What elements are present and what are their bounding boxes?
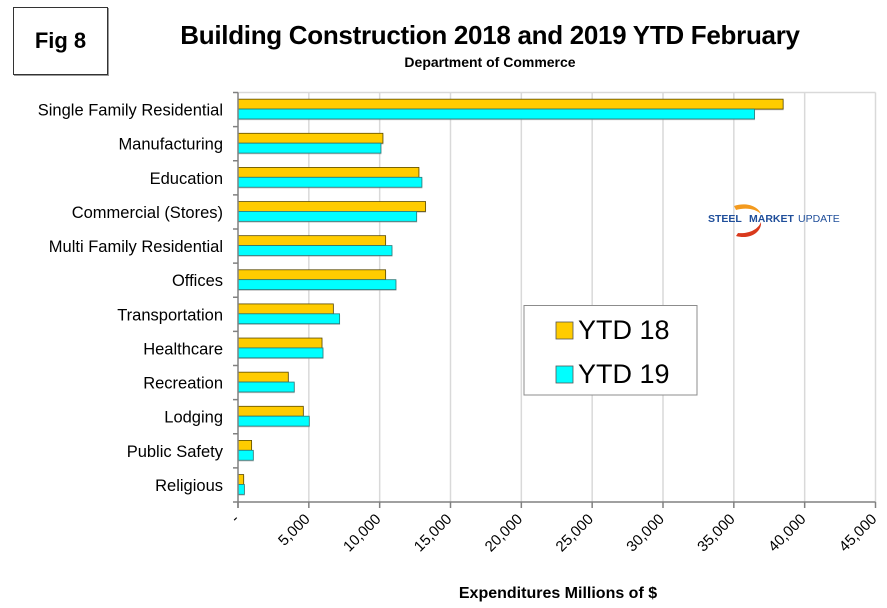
category-label: Offices	[172, 272, 223, 290]
legend-swatch-ytd18	[555, 321, 574, 340]
bar-ytd19	[237, 381, 295, 393]
category-label: Religious	[155, 477, 223, 495]
category-label: Multi Family Residential	[49, 238, 223, 256]
bar-ytd19	[237, 347, 324, 359]
axes	[233, 91, 877, 508]
x-tick-label: -	[227, 511, 243, 527]
bar-ytd19	[237, 211, 418, 222]
category-label: Healthcare	[143, 340, 223, 358]
logo-text-update: UPDATE	[798, 213, 840, 225]
x-tick-label: 35,000	[694, 511, 738, 555]
gridlines	[238, 91, 877, 502]
x-tick-label: 40,000	[765, 511, 809, 555]
bar-ytd18	[237, 337, 323, 349]
bar-ytd19	[237, 176, 423, 188]
bar-ytd18	[237, 98, 784, 110]
steel-market-update-logo: STEEL MARKET UPDATE	[708, 204, 840, 238]
bar-ytd18	[237, 132, 384, 144]
category-labels: Single Family Residential Manufacturing Ed…	[38, 102, 224, 495]
legend-box	[523, 305, 698, 396]
bar-ytd18	[237, 303, 334, 315]
category-label: Recreation	[143, 375, 223, 393]
x-tick-label: 5,000	[275, 511, 314, 550]
legend-label: YTD 19	[578, 359, 670, 389]
bars	[237, 98, 784, 496]
bar-ytd18	[237, 371, 289, 383]
category-label: Transportation	[117, 306, 223, 324]
x-tick-label: 10,000	[340, 511, 384, 555]
logo-swoosh-bottom	[736, 222, 762, 238]
x-tick-label: 25,000	[553, 511, 597, 555]
category-label: Lodging	[164, 409, 223, 427]
x-tick-label: 15,000	[411, 511, 455, 555]
bar-ytd18	[237, 405, 304, 417]
category-label: Public Safety	[127, 443, 224, 461]
bar-ytd18	[237, 474, 245, 485]
bar-ytd18	[237, 235, 387, 246]
x-axis-label: Expenditures Millions of $	[459, 585, 657, 602]
bar-ytd19	[237, 449, 254, 461]
legend-label: YTD 18	[578, 315, 670, 345]
bar-ytd19	[237, 484, 245, 495]
category-label: Single Family Residential	[38, 102, 223, 120]
bar-ytd18	[237, 167, 420, 178]
logo-text-steel: STEEL	[708, 213, 742, 225]
logo-swoosh-top	[734, 204, 761, 214]
bar-ytd19	[237, 245, 393, 256]
bar-ytd19	[237, 313, 340, 325]
x-tick-label: 45,000	[836, 511, 880, 555]
bar-ytd18	[237, 201, 426, 212]
legend-swatch-ytd19	[555, 365, 574, 384]
figure-label: Fig 8	[34, 28, 87, 53]
category-label: Education	[150, 170, 223, 188]
x-tick-labels: - 5,000 10,000 15,000 20,000 25,000 30,000 35,0…	[227, 511, 880, 555]
bar-ytd19	[237, 279, 397, 290]
bar-ytd19	[237, 415, 310, 427]
bar-ytd18	[237, 440, 252, 451]
figure-label-box: Fig 8	[13, 7, 108, 75]
chart-title: Building Construction 2018 and 2019 YTD …	[180, 20, 800, 50]
category-label: Commercial (Stores)	[72, 204, 223, 222]
x-tick-label: 30,000	[623, 511, 667, 555]
legend: YTD 18 YTD 19	[523, 305, 698, 396]
chart-subtitle: Department of Commerce	[404, 54, 576, 70]
bar-ytd19	[237, 142, 382, 154]
bar-ytd18	[237, 269, 387, 281]
x-tick-label: 20,000	[482, 511, 526, 555]
category-label: Manufacturing	[118, 136, 223, 154]
bar-ytd19	[237, 108, 755, 120]
logo-text-market: MARKET	[749, 213, 794, 225]
